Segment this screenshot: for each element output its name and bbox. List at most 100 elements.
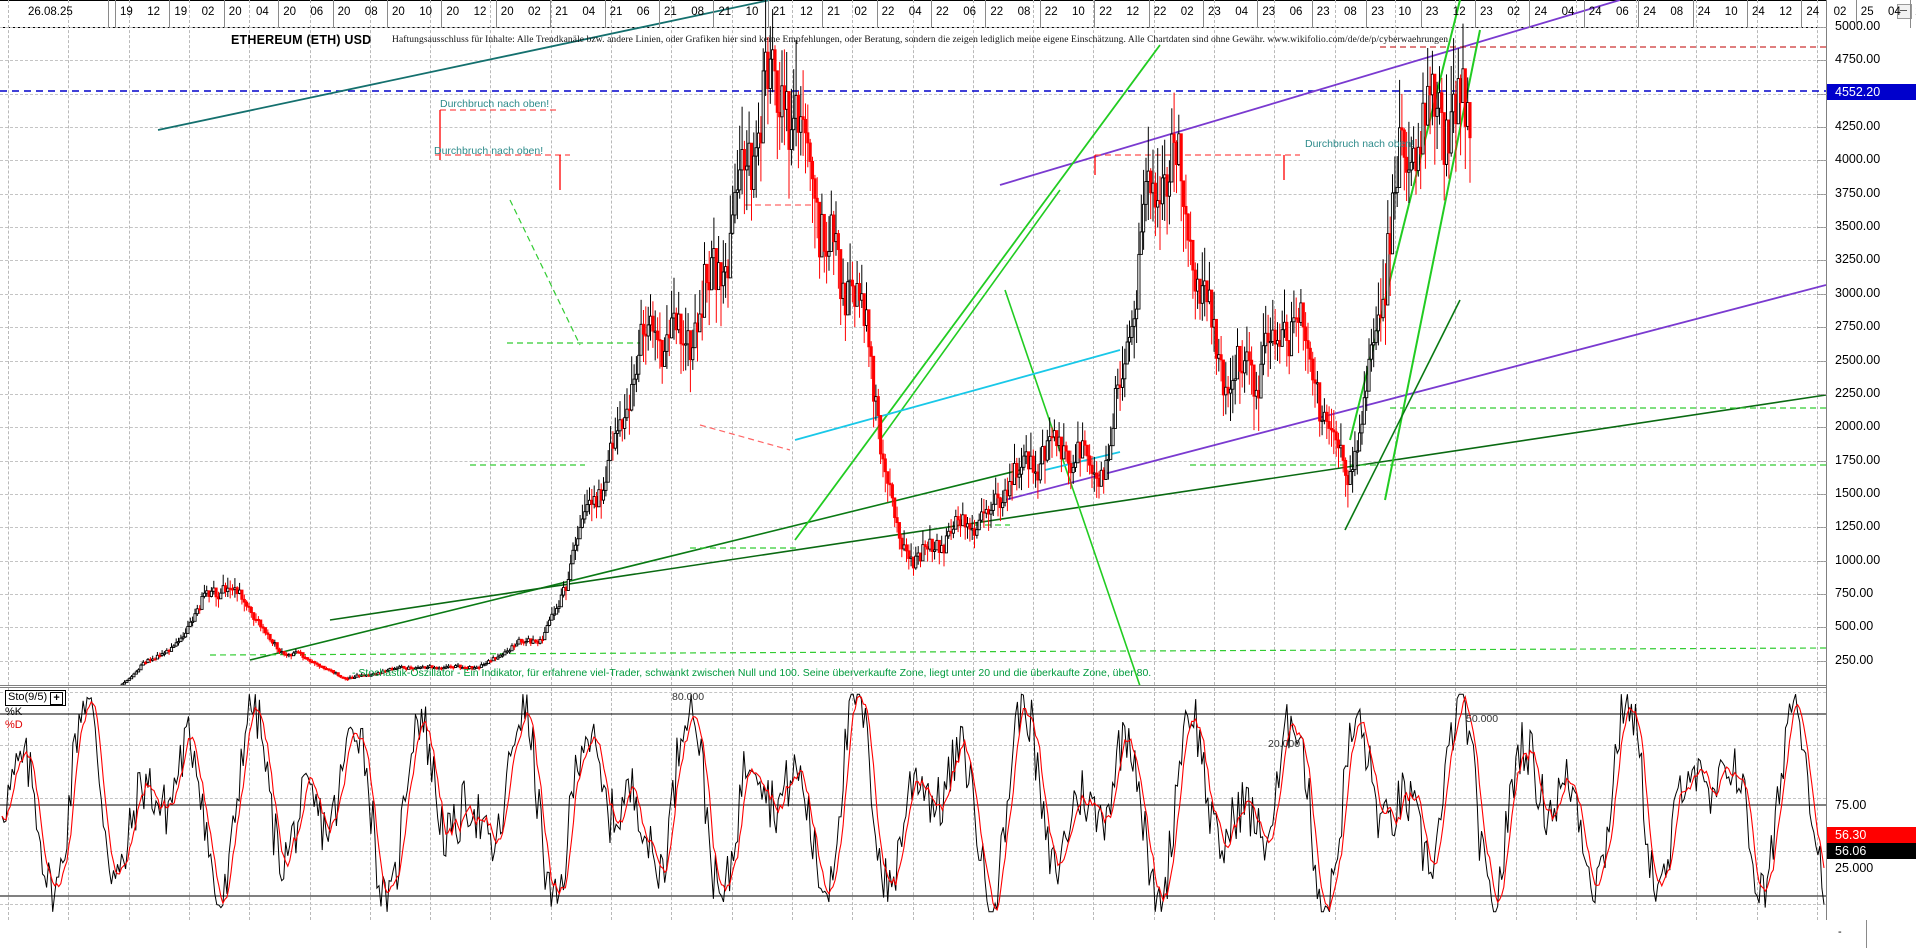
date-tick: 08 xyxy=(1670,6,1684,18)
date-tick: 08 xyxy=(364,6,378,18)
price-tick-mark xyxy=(1817,160,1827,162)
price-tick-2750-00: 2750.00 xyxy=(1835,319,1881,334)
stochastic-panel[interactable] xyxy=(0,687,1826,920)
series-label-k: %K xyxy=(5,706,23,718)
date-tick: 10 xyxy=(745,6,759,18)
price-chart-panel[interactable]: ETHEREUM (ETH) USD Haftungsausschluss fü… xyxy=(0,0,1826,686)
date-tick: 21 xyxy=(609,6,623,18)
stochastic-d-badge: 56.30 xyxy=(1827,827,1916,843)
price-tick-1500-00: 1500.00 xyxy=(1835,485,1881,500)
price-tick-2250-00: 2250.00 xyxy=(1835,385,1881,400)
last-price-badge: 4552.20 xyxy=(1827,84,1916,100)
date-tick: 24 xyxy=(1752,6,1765,18)
date-tick-separator xyxy=(1747,0,1748,28)
date-tick: 24 xyxy=(1534,6,1548,18)
price-tick-4750-00: 4750.00 xyxy=(1835,52,1881,67)
price-tick-250-00: 250.00 xyxy=(1835,652,1874,667)
date-tick: 20 xyxy=(228,6,242,18)
date-tick-separator xyxy=(1692,0,1694,28)
date-tick-separator xyxy=(1475,0,1476,28)
trendline-green-long xyxy=(329,394,1826,621)
date-tick-separator xyxy=(985,0,987,28)
date-tick: 04 xyxy=(256,6,269,18)
price-tick-1750-00: 1750.00 xyxy=(1835,452,1881,467)
date-tick: 22 xyxy=(990,6,1004,18)
date-tick: 04 xyxy=(1235,6,1248,18)
date-tick: 04 xyxy=(582,6,596,18)
date-tick: 10 xyxy=(419,6,432,18)
stochastic-d-line xyxy=(1,694,1825,912)
price-tick-4000-00: 4000.00 xyxy=(1835,152,1881,167)
indicator-name: Sto(9/5) xyxy=(8,691,48,703)
date-axis[interactable]: 26.08.25 19 12 19 02 20 04 20 06 20 08 20 10 20 12 20 02… xyxy=(0,0,1916,28)
date-tick-separator xyxy=(1910,0,1912,28)
date-tick-separator xyxy=(441,0,443,28)
date-tick: 22 xyxy=(1099,6,1112,18)
date-tick-separator xyxy=(659,0,660,28)
date-tick: 23 xyxy=(1208,6,1221,18)
price-tick-mark xyxy=(1817,260,1827,262)
price-tick-mark xyxy=(1817,360,1827,362)
date-tick-separator xyxy=(1529,0,1531,28)
price-series-overlay xyxy=(0,0,1826,685)
date-tick: 04 xyxy=(908,6,922,18)
trendline-teal-1 xyxy=(157,0,771,131)
date-tick-separator xyxy=(495,0,497,28)
level-50-label: 50.000 xyxy=(1466,713,1499,725)
date-tick-separator xyxy=(550,0,552,28)
date-tick: 06 xyxy=(1289,6,1303,18)
trendline-cyan-lower xyxy=(1044,451,1121,471)
expand-icon[interactable]: + xyxy=(50,692,64,705)
date-tick: 21 xyxy=(555,6,568,18)
date-tick: 22 xyxy=(881,6,895,18)
series-label-d: %D xyxy=(5,719,23,731)
date-tick: 02 xyxy=(1833,6,1847,18)
date-tick: 06 xyxy=(636,6,650,18)
date-tick: 24 xyxy=(1588,6,1602,18)
date-tick: 02 xyxy=(854,6,868,18)
trendline-green-right xyxy=(1344,299,1461,531)
price-tick-5000-00: 5000.00 xyxy=(1835,19,1881,33)
stochastic-k-line xyxy=(1,693,1825,913)
date-tick-separator xyxy=(108,0,109,28)
date-tick: 02 xyxy=(1180,6,1194,18)
price-tick-mark xyxy=(1817,93,1827,95)
date-tick-separator xyxy=(931,0,932,28)
candlestick-series xyxy=(120,0,1472,685)
price-tick-mark xyxy=(1817,627,1827,629)
date-tick: 23 xyxy=(1480,6,1493,18)
date-tick: 10 xyxy=(1398,6,1412,18)
stochastic-k-badge: 56.06 xyxy=(1827,843,1916,859)
date-tick: 06 xyxy=(1616,6,1629,18)
date-tick: 02 xyxy=(201,6,215,18)
price-tick-3250-00: 3250.00 xyxy=(1835,252,1881,267)
date-tick: 20 xyxy=(446,6,460,18)
stochastic-series-overlay xyxy=(0,693,1826,913)
date-tick-separator xyxy=(1094,0,1096,28)
indicator-tick-25: 25.000 xyxy=(1835,861,1874,875)
date-tick: 12 xyxy=(147,6,160,18)
date-tick-separator xyxy=(332,0,334,28)
date-tick-separator xyxy=(876,0,878,28)
date-tick-separator xyxy=(1638,0,1640,28)
price-axis[interactable]: 5000.004750.004500.004250.004000.003750.… xyxy=(1817,0,1916,920)
collapse-icon[interactable] xyxy=(1897,4,1912,19)
price-tick-mark xyxy=(1817,493,1827,495)
date-axis-end-cap xyxy=(1866,920,1916,948)
date-tick-separator xyxy=(1801,0,1803,28)
price-tick-mark xyxy=(1817,60,1827,62)
support-dashed-3 xyxy=(509,199,581,346)
date-tick-separator xyxy=(1039,0,1041,28)
date-tick-separator xyxy=(604,0,606,28)
price-tick-2500-00: 2500.00 xyxy=(1835,352,1881,367)
date-tick-separator xyxy=(822,0,824,28)
date-tick-separator xyxy=(169,0,171,28)
price-tick-500-00: 500.00 xyxy=(1835,619,1874,634)
price-tick-mark xyxy=(1817,193,1827,195)
date-tick-separator xyxy=(1311,0,1313,28)
indicator-tag[interactable]: Sto(9/5) + xyxy=(5,690,67,706)
date-tick: 12 xyxy=(1779,6,1792,18)
date-tick: 20 xyxy=(392,6,405,18)
date-tick: 20 xyxy=(500,6,514,18)
